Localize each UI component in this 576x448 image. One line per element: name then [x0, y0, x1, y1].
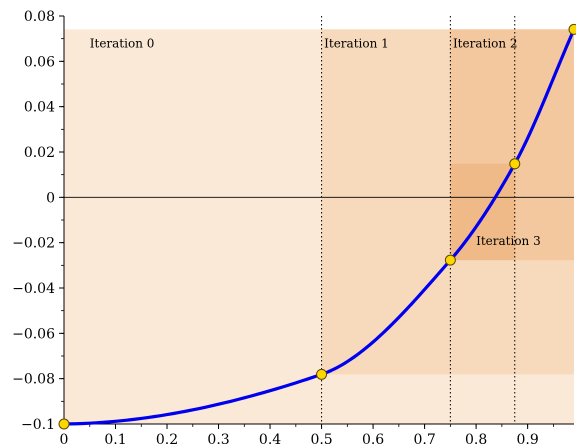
x-tick-label: 0.6	[362, 432, 384, 448]
y-tick-label: −0.1	[21, 417, 55, 433]
x-tick-label: 0.9	[517, 432, 539, 448]
iteration-label-3: Iteration 3	[476, 234, 541, 248]
iteration-point	[444, 254, 456, 266]
y-tick-label: −0.06	[12, 326, 55, 342]
iteration-label-0: Iteration 0	[90, 37, 155, 51]
axes: −0.1 −0.08 −0.06 −0.04 −0.02 0 0.02 0.04 0.06 0.0…	[12, 9, 574, 448]
x-tick-label: 0.3	[207, 432, 229, 448]
iteration-point	[58, 418, 70, 430]
iteration-points	[58, 23, 576, 430]
iteration-point	[316, 368, 328, 380]
iteration-point	[509, 158, 521, 170]
x-tick-label: 0.4	[259, 432, 281, 448]
y-tick-label: 0	[46, 190, 55, 206]
y-tick-label: −0.02	[12, 236, 55, 252]
y-tick-label: −0.08	[12, 372, 55, 388]
iteration-label-2: Iteration 2	[453, 37, 518, 51]
iteration-labels: Iteration 0 Iteration 1 Iteration 2 Iterati…	[90, 37, 541, 248]
x-tick-label: 0.2	[156, 432, 178, 448]
iteration-point	[568, 23, 576, 35]
iteration-dividers	[321, 16, 516, 424]
y-tick-label: 0.06	[24, 54, 55, 70]
y-tick-label: 0.02	[24, 145, 55, 161]
x-tick-label: 0.8	[465, 432, 487, 448]
iteration-label-1: Iteration 1	[324, 37, 389, 51]
y-tick-label: 0.04	[24, 100, 55, 116]
iteration-regions	[64, 29, 574, 425]
x-tick-label: 0	[60, 432, 69, 448]
x-tick-label: 0.5	[310, 432, 332, 448]
x-tick-label: 0.1	[104, 432, 126, 448]
y-tick-label: 0.08	[24, 9, 55, 25]
y-tick-label: −0.04	[12, 281, 55, 297]
x-tick-label: 0.7	[413, 432, 435, 448]
